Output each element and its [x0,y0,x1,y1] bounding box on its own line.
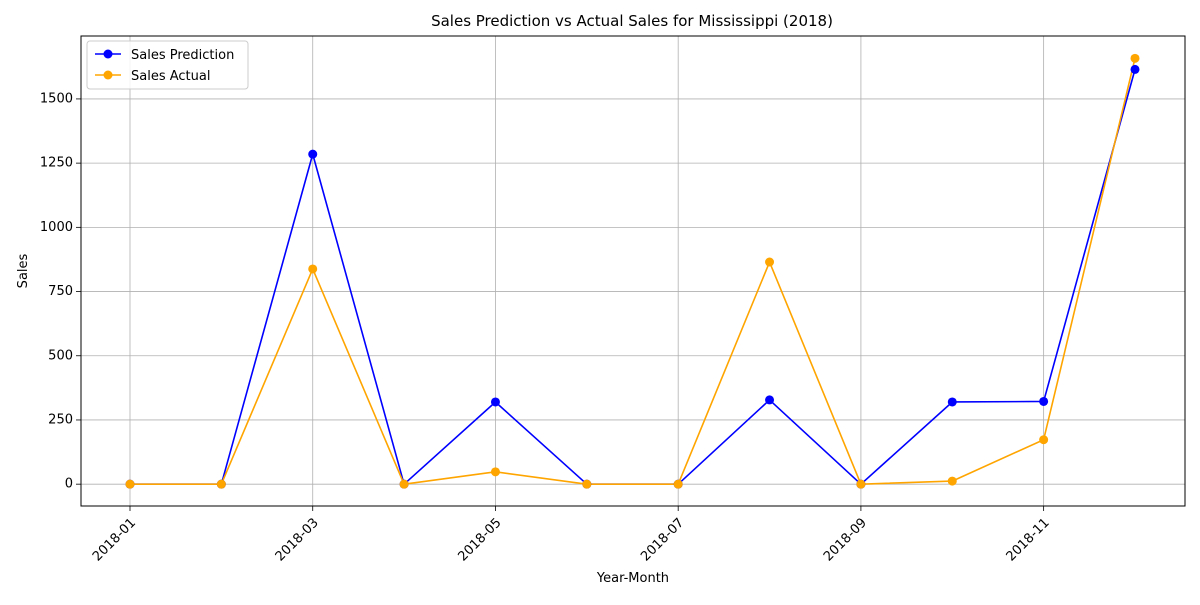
x-tick-label: 2018-01 [90,515,139,564]
data-point-sales-prediction [947,397,957,407]
data-point-sales-prediction [490,397,500,407]
y-tick-label: 1500 [40,91,73,106]
x-axis-label: Year-Month [596,571,669,586]
y-tick-label: 0 [65,477,73,492]
data-point-sales-prediction [1039,396,1049,406]
series-line-sales-prediction [130,69,1136,485]
series-line-sales-actual [130,58,1136,485]
data-point-sales-prediction [1130,64,1140,74]
data-point-sales-actual [856,479,866,489]
chart-title: Sales Prediction vs Actual Sales for Mis… [431,12,833,30]
legend-label-prediction: Sales Prediction [131,48,234,63]
y-tick-label: 750 [48,284,73,299]
data-point-sales-actual [125,479,135,489]
data-point-sales-prediction [765,395,775,405]
data-point-sales-actual [308,264,318,274]
x-tick-label: 2018-03 [273,515,322,564]
y-tick-label: 250 [48,412,73,427]
y-tick-label: 1000 [40,220,73,235]
x-tick-label: 2018-05 [455,515,504,564]
legend-label-actual: Sales Actual [131,69,210,84]
x-tick-label: 2018-11 [1004,515,1053,564]
y-tick-label: 500 [48,348,73,363]
data-point-sales-actual [1130,53,1140,63]
x-tick-label: 2018-07 [638,515,687,564]
data-point-sales-actual [399,479,409,489]
y-axis-label: Sales [16,253,31,288]
data-point-sales-actual [673,479,683,489]
y-tick-label: 1250 [40,156,73,171]
legend: Sales Prediction Sales Actual [86,40,249,90]
data-point-sales-prediction [308,149,318,159]
data-point-sales-actual [582,479,592,489]
legend-marker-actual [103,70,113,80]
legend-box [86,40,249,90]
grid-lines [81,36,1185,506]
data-point-sales-actual [947,476,957,486]
data-point-sales-actual [490,467,500,477]
data-point-sales-actual [765,257,775,267]
axis-ticks: 2018-01 2018-03 2018-05 2018-07 2018-09 2018-… [40,91,1053,564]
series-markers [125,53,1140,489]
data-point-sales-actual [1039,435,1049,445]
plot-area-frame [80,35,1186,507]
legend-marker-prediction [103,49,113,59]
data-point-sales-actual [216,479,226,489]
series-lines [130,58,1136,485]
x-tick-label: 2018-09 [821,515,870,564]
